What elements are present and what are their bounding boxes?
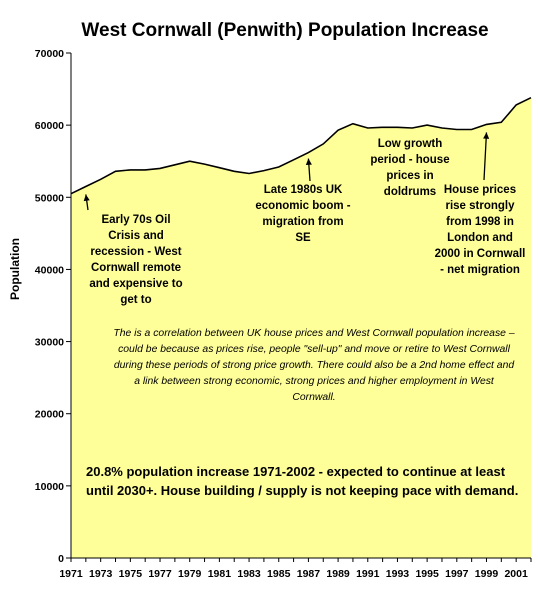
annotation-line: Cornwall remote: [90, 262, 182, 274]
summary-note: 20.8% population increase 1971-2002 - ex…: [86, 464, 519, 498]
x-tick-label: 1991: [356, 568, 380, 580]
x-tick-label: 1973: [89, 568, 113, 580]
annotation-arrow-head: [305, 158, 312, 166]
y-tick-labels: 0 10000 20000 30000 40000 50000 60000 70000: [35, 48, 64, 565]
y-tick-label: 40000: [35, 264, 64, 276]
annotation-boom-1980s: Late 1980s UK economic boom - migration …: [248, 182, 358, 246]
annotation-line: migration from: [262, 216, 344, 228]
annotation-line: Crisis and: [108, 230, 164, 242]
x-tick-label: 1977: [148, 568, 172, 580]
x-tick-label: 1995: [415, 568, 439, 580]
annotation-line: House prices: [443, 184, 517, 196]
y-tick-label: 10000: [35, 481, 64, 493]
y-tick-label: 20000: [35, 409, 64, 421]
population-line: [70, 96, 532, 195]
chart-axes: [66, 52, 532, 562]
annotation-line: prices in: [386, 170, 434, 182]
x-tick-label: 1975: [119, 568, 143, 580]
correlation-note: The is a correlation between UK house pr…: [113, 328, 515, 403]
y-tick-label: 50000: [35, 192, 64, 204]
population-area: [71, 97, 531, 558]
x-tick-label: 1997: [445, 568, 469, 580]
y-tick-label: 60000: [35, 120, 64, 132]
x-tick-label: 1999: [475, 568, 499, 580]
annotation-arrow-head: [83, 194, 90, 202]
annotation-line: and expensive to: [89, 278, 183, 290]
annotation-line: rise strongly: [445, 200, 515, 212]
annotation-line: economic boom -: [255, 200, 351, 212]
annotation-arrow-line: [483, 132, 488, 181]
y-tick-label: 30000: [35, 337, 64, 349]
x-tick-label: 2001: [504, 568, 528, 580]
y-tick-label: 0: [58, 553, 64, 565]
x-tick-label: 1983: [237, 568, 261, 580]
annotation-arrow-head: [483, 132, 490, 139]
annotation-line: SE: [295, 232, 311, 244]
annotation-oil-crisis: Early 70s Oil Crisis and recession - Wes…: [76, 212, 196, 308]
x-tick-label: 1971: [59, 568, 83, 580]
x-tick-label: 1979: [178, 568, 202, 580]
annotation-line: recession - West: [90, 246, 182, 258]
annotation-line: - net migration: [440, 264, 520, 276]
annotation-line: Early 70s Oil: [101, 214, 171, 226]
annotation-line: doldrums: [383, 186, 437, 198]
chart-title: West Cornwall (Penwith) Population Incre…: [81, 20, 489, 41]
x-tick-label: 1987: [297, 568, 321, 580]
annotation-low-growth: Low growth period - house prices in dold…: [358, 136, 462, 200]
x-tick-label: 1989: [326, 568, 350, 580]
annotation-line: Late 1980s UK: [263, 184, 343, 196]
annotation-line: London and: [447, 232, 513, 244]
annotation-line: period - house: [370, 154, 450, 166]
annotation-line: from 1998 in: [446, 216, 514, 228]
annotation-line: Low growth: [377, 138, 443, 150]
x-tick-labels: 1971 1973 1975 1977 1979 1981 1983 1985 1987 1989…: [59, 568, 528, 580]
annotation-line: get to: [120, 294, 152, 306]
annotation-arrows: [83, 132, 490, 211]
annotation-line: 2000 in Cornwall: [434, 248, 526, 260]
x-tick-label: 1981: [208, 568, 232, 580]
x-tick-label: 1993: [386, 568, 410, 580]
y-tick-label: 70000: [35, 48, 64, 60]
x-tick-label: 1985: [267, 568, 291, 580]
annotation-house-prices: House prices rise strongly from 1998 in …: [426, 182, 534, 278]
